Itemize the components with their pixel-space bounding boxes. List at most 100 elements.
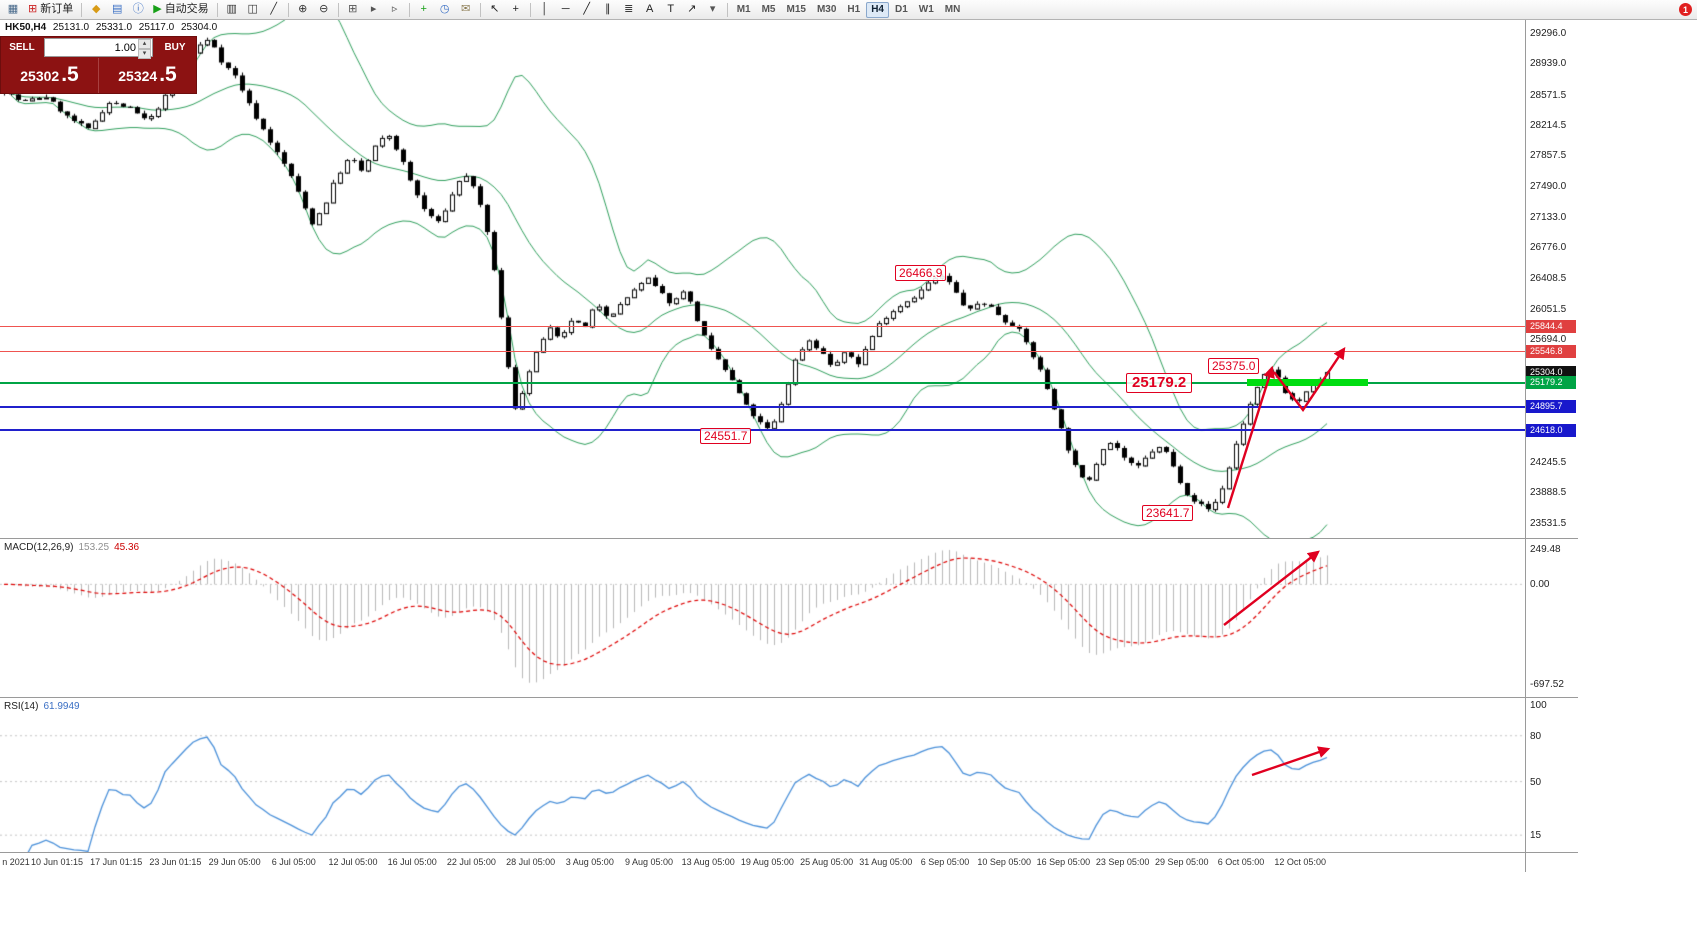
time-axis-label: 23 Sep 05:00 <box>1095 857 1150 867</box>
volume-increase-button[interactable]: ▴ <box>138 39 151 49</box>
panel-separator[interactable] <box>0 697 1578 698</box>
rsi-indicator-label: RSI(14) 61.9949 <box>4 701 80 712</box>
macd-indicator-label: MACD(12,26,9) 153.25 45.36 <box>4 542 139 553</box>
high-value: 25331.0 <box>95 22 133 33</box>
panel-separator[interactable] <box>0 538 1578 539</box>
rsi-axis-label: 50 <box>1530 776 1542 788</box>
indicators-icon[interactable]: + <box>414 1 434 19</box>
buy-price-button[interactable]: 25324 .5 <box>99 58 196 93</box>
vertical-line-icon[interactable]: │ <box>535 1 555 19</box>
volume-input[interactable] <box>45 39 152 56</box>
horizontal-line-icon[interactable]: ─ <box>556 1 576 19</box>
buy-button[interactable]: BUY <box>154 37 196 58</box>
fibonacci-icon[interactable]: ≣ <box>619 1 639 19</box>
sell-price: 25302 <box>20 68 60 84</box>
rsi-axis-label: 15 <box>1530 830 1542 842</box>
panel-separator <box>0 852 1578 853</box>
symbol-label: HK50,H4 <box>5 22 47 33</box>
macd-signal-value: 45.36 <box>114 542 140 553</box>
price-axis-label: 23531.5 <box>1530 517 1567 529</box>
text-icon: A <box>646 3 654 15</box>
main-toolbar: ▦ ⊞ 新订单 ◆ ▤ ⓘ ▶ 自动交易 ▥ ◫ ╱ ⊕ ⊖ ⊞ ▸ ▹ + ◷ ✉ ↖ + │ ─ ╱ ∥ ≣ A T ↗ ▾ M1 M5 M… <box>0 0 1697 20</box>
time-axis-label: 23 Jun 01:15 <box>149 857 202 867</box>
timeframe-m15[interactable]: M15 <box>786 4 806 15</box>
time-axis-label: 16 Sep 05:00 <box>1036 857 1091 867</box>
zoom-in-icon[interactable]: ⊕ <box>293 1 313 19</box>
macd-name: MACD(12,26,9) <box>4 542 74 553</box>
shapes-icon[interactable]: ↗ <box>682 1 702 19</box>
timeframe-h4[interactable]: H4 <box>866 1 889 18</box>
templates-icon[interactable]: ✉ <box>456 1 476 19</box>
price-axis-label: 27490.0 <box>1530 181 1567 193</box>
new-chart-icon[interactable]: ▦ <box>3 1 23 19</box>
zoom-out-icon[interactable]: ⊖ <box>314 1 334 19</box>
new-order-button: ⊞ <box>28 3 38 15</box>
label-icon[interactable]: T <box>661 1 681 19</box>
timeframe-w1[interactable]: W1 <box>918 4 934 15</box>
zoom-in-icon: ⊕ <box>298 3 308 15</box>
support-line-24895 <box>0 405 1525 408</box>
toolbar-separator <box>81 2 83 17</box>
timeframe-m5[interactable]: M5 <box>761 4 776 15</box>
macd-axis-label: 249.48 <box>1530 543 1561 555</box>
volume-decrease-button[interactable]: ▾ <box>138 49 151 59</box>
data-window-icon[interactable]: ⓘ <box>128 1 148 19</box>
auto-scroll-icon[interactable]: ▸ <box>364 1 384 19</box>
sell-button[interactable]: SELL <box>1 37 43 58</box>
text-icon[interactable]: A <box>640 1 660 19</box>
time-axis-label: 9 Aug 05:00 <box>624 857 674 867</box>
timeframe-m1[interactable]: M1 <box>736 4 751 15</box>
resistance-line-25844 <box>0 325 1525 327</box>
time-axis-label: 16 Jul 05:00 <box>387 857 437 867</box>
timeframe-mn[interactable]: MN <box>944 4 961 15</box>
rsi-name: RSI(14) <box>4 701 39 712</box>
cursor-icon[interactable]: ↖ <box>485 1 505 19</box>
periods-icon[interactable]: ◷ <box>435 1 455 19</box>
macd-canvas <box>0 540 1525 697</box>
new-order-button[interactable]: ⊞ 新订单 <box>24 1 77 19</box>
highlight-zone <box>1247 379 1368 387</box>
volume-field: ▴ ▾ <box>44 38 153 59</box>
time-axis-label: 28 Jul 05:00 <box>506 857 556 867</box>
auto-trading-button-label: 自动交易 <box>164 3 209 15</box>
macd-main-value: 153.25 <box>78 542 110 553</box>
sell-price-button[interactable]: 25302 .5 <box>1 58 98 93</box>
crosshair-icon[interactable]: + <box>506 1 526 19</box>
time-axis-label: n 2021 <box>2 857 30 867</box>
price-tag: 25179.2 <box>1526 376 1576 390</box>
macd-axis-label: -697.52 <box>1530 678 1564 690</box>
candlestick-chart-icon: ◫ <box>247 3 258 15</box>
notifications-badge[interactable]: 1 <box>1679 3 1692 16</box>
time-axis-label: 10 Jun 01:15 <box>30 857 84 867</box>
dropdown-icon[interactable]: ▾ <box>703 1 723 19</box>
trendline-icon[interactable]: ╱ <box>577 1 597 19</box>
horizontal-line-icon: ─ <box>561 3 570 15</box>
profiles-icon[interactable]: ◆ <box>86 1 106 19</box>
candlestick-chart-icon[interactable]: ◫ <box>243 1 263 19</box>
price-axis-separator <box>1525 20 1526 872</box>
bar-chart-icon[interactable]: ▥ <box>222 1 242 19</box>
price-annotation: 26466.9 <box>895 265 947 282</box>
channel-icon[interactable]: ∥ <box>598 1 618 19</box>
market-watch-icon[interactable]: ▤ <box>107 1 127 19</box>
label-icon: T <box>667 3 675 15</box>
timeframe-h1[interactable]: H1 <box>847 4 861 15</box>
low-value: 25117.0 <box>138 22 175 33</box>
timeframe-d1[interactable]: D1 <box>895 4 908 15</box>
tile-windows-icon[interactable]: ⊞ <box>343 1 363 19</box>
timeframe-m30[interactable]: M30 <box>816 4 837 15</box>
profiles-icon: ◆ <box>91 3 101 15</box>
price-axis-label: 28571.5 <box>1530 89 1567 101</box>
chart-shift-icon[interactable]: ▹ <box>385 1 405 19</box>
data-window-icon: ⓘ <box>132 3 144 15</box>
rsi-canvas <box>0 699 1525 852</box>
price-axis-label: 26051.5 <box>1530 303 1567 315</box>
line-chart-icon[interactable]: ╱ <box>264 1 284 19</box>
price-tag: 25546.8 <box>1526 344 1576 358</box>
auto-scroll-icon: ▸ <box>370 3 377 15</box>
toolbar-separator <box>287 2 289 17</box>
auto-trading-button[interactable]: ▶ 自动交易 <box>149 1 212 19</box>
chart-window: HK50,H4 25131.0 25331.0 25117.0 25304.0 … <box>0 20 1578 872</box>
toolbar-separator <box>529 2 531 17</box>
dropdown-icon: ▾ <box>709 3 716 15</box>
